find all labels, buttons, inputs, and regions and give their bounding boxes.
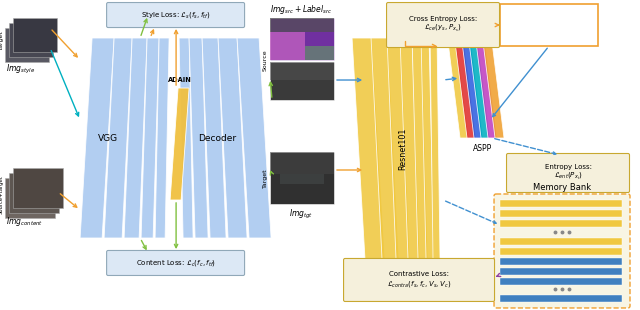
Bar — [270, 62, 334, 100]
Bar — [500, 295, 622, 302]
Bar — [305, 46, 334, 60]
Text: Style Loss: $\mathcal{L}_s(f_s, f_{tf})$: Style Loss: $\mathcal{L}_s(f_s, f_{tf})$ — [141, 10, 211, 20]
Polygon shape — [155, 38, 169, 238]
Text: $Img_{content}$: $Img_{content}$ — [6, 215, 44, 228]
FancyBboxPatch shape — [107, 2, 244, 28]
Polygon shape — [371, 38, 399, 260]
Polygon shape — [430, 38, 440, 260]
Bar — [270, 62, 334, 80]
Bar — [270, 152, 334, 174]
Text: ADAIN: ADAIN — [168, 77, 192, 83]
Polygon shape — [189, 38, 208, 238]
Polygon shape — [170, 88, 189, 200]
FancyBboxPatch shape — [387, 2, 500, 47]
Bar — [270, 152, 334, 204]
Polygon shape — [480, 18, 504, 138]
Text: Contrastive Loss:
$\mathcal{L}_{contra}(f_s, f_c, V_s, V_c)$: Contrastive Loss: $\mathcal{L}_{contra}(… — [387, 271, 451, 289]
Bar — [500, 238, 622, 245]
Bar — [13, 168, 63, 208]
Polygon shape — [104, 38, 132, 238]
Bar — [270, 18, 334, 32]
Text: Target: Target — [263, 168, 268, 188]
Polygon shape — [400, 38, 420, 260]
Bar — [500, 258, 622, 265]
Text: ASPP: ASPP — [474, 144, 493, 153]
Bar — [9, 173, 59, 213]
Bar — [9, 23, 53, 57]
Bar — [5, 28, 49, 62]
FancyBboxPatch shape — [107, 250, 244, 276]
Polygon shape — [352, 38, 385, 260]
Bar — [270, 18, 334, 60]
Bar — [13, 18, 57, 52]
Bar — [5, 178, 55, 218]
Polygon shape — [179, 38, 193, 238]
Text: Resnet101: Resnet101 — [399, 128, 408, 170]
Polygon shape — [412, 38, 428, 260]
Text: VGG: VGG — [98, 134, 118, 143]
Text: Source: Source — [263, 49, 268, 71]
Polygon shape — [141, 38, 159, 238]
Bar — [500, 248, 622, 255]
Text: $Img_{src} + Label_{src}$: $Img_{src} + Label_{src}$ — [270, 3, 332, 16]
Bar — [500, 220, 622, 227]
Bar — [280, 174, 324, 184]
Polygon shape — [237, 38, 271, 238]
Text: Source+target: Source+target — [0, 175, 4, 215]
Bar — [500, 268, 622, 275]
Polygon shape — [80, 38, 114, 238]
Text: Target: Target — [0, 30, 4, 50]
Polygon shape — [387, 38, 410, 260]
Polygon shape — [466, 18, 490, 138]
Polygon shape — [445, 18, 469, 138]
Polygon shape — [218, 38, 247, 238]
Text: Entropy Loss:
$\mathcal{L}_{ent}(P_{x_t})$: Entropy Loss: $\mathcal{L}_{ent}(P_{x_t}… — [545, 164, 591, 182]
Text: Memory Bank: Memory Bank — [533, 183, 591, 192]
Polygon shape — [202, 38, 226, 238]
Text: Content Loss: $\mathcal{L}_c(f_c, f_{tf})$: Content Loss: $\mathcal{L}_c(f_c, f_{tf}… — [136, 258, 216, 268]
Text: $Img_{style}$: $Img_{style}$ — [6, 63, 35, 76]
Polygon shape — [459, 18, 483, 138]
Bar — [500, 210, 622, 217]
Polygon shape — [421, 38, 434, 260]
Bar — [500, 278, 622, 285]
Bar — [500, 4, 598, 46]
FancyBboxPatch shape — [344, 259, 495, 301]
Bar — [500, 200, 622, 207]
Polygon shape — [124, 38, 147, 238]
FancyBboxPatch shape — [506, 153, 630, 193]
Text: $Img_{tgt}$: $Img_{tgt}$ — [289, 208, 313, 221]
Polygon shape — [473, 18, 497, 138]
Text: Decoder: Decoder — [198, 134, 236, 143]
Polygon shape — [452, 18, 476, 138]
Bar — [270, 32, 305, 60]
Text: Cross Entropy Loss:
$\mathcal{L}_{ce}(y_s, P_{x_s})$: Cross Entropy Loss: $\mathcal{L}_{ce}(y_… — [409, 16, 477, 34]
FancyBboxPatch shape — [494, 194, 630, 308]
